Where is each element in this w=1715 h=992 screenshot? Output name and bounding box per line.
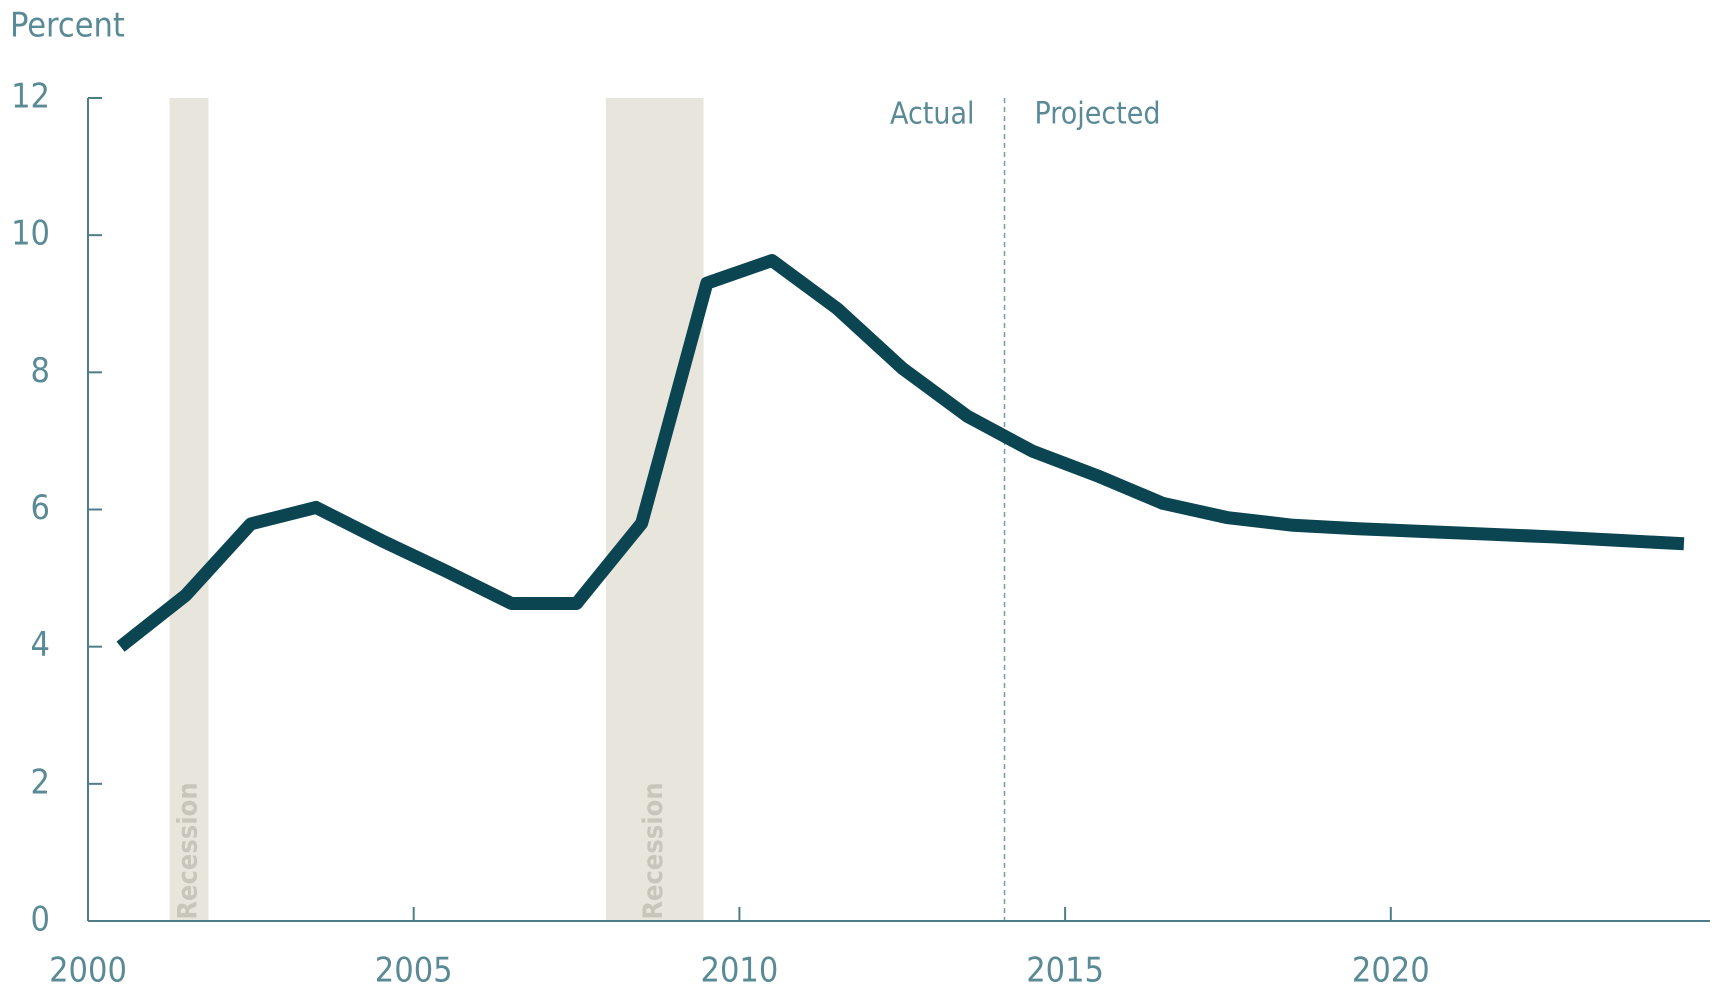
y-axis-label: Percent (10, 6, 125, 46)
y-tick-label: 8 (31, 351, 50, 391)
recession-band (605, 98, 704, 921)
y-tick-label: 12 (11, 77, 50, 117)
recession-label: Recession (172, 782, 203, 919)
x-tick-label: 2010 (700, 951, 778, 991)
recession-band (169, 98, 209, 921)
divider-right-label: Projected (1035, 97, 1161, 132)
x-tick-label: 2020 (1352, 951, 1430, 991)
y-tick-label: 4 (31, 625, 50, 665)
data-line (116, 254, 1685, 652)
y-tick-label: 2 (31, 762, 50, 802)
y-tick-label: 10 (11, 214, 50, 254)
x-tick-label: 2005 (375, 951, 453, 991)
recession-label: Recession (638, 782, 669, 919)
x-tick-label: 2000 (49, 951, 127, 991)
divider-left-label: Actual (890, 97, 975, 132)
x-tick-label: 2015 (1026, 951, 1104, 991)
y-tick-label: 6 (31, 488, 50, 528)
y-tick-label: 0 (31, 900, 50, 940)
